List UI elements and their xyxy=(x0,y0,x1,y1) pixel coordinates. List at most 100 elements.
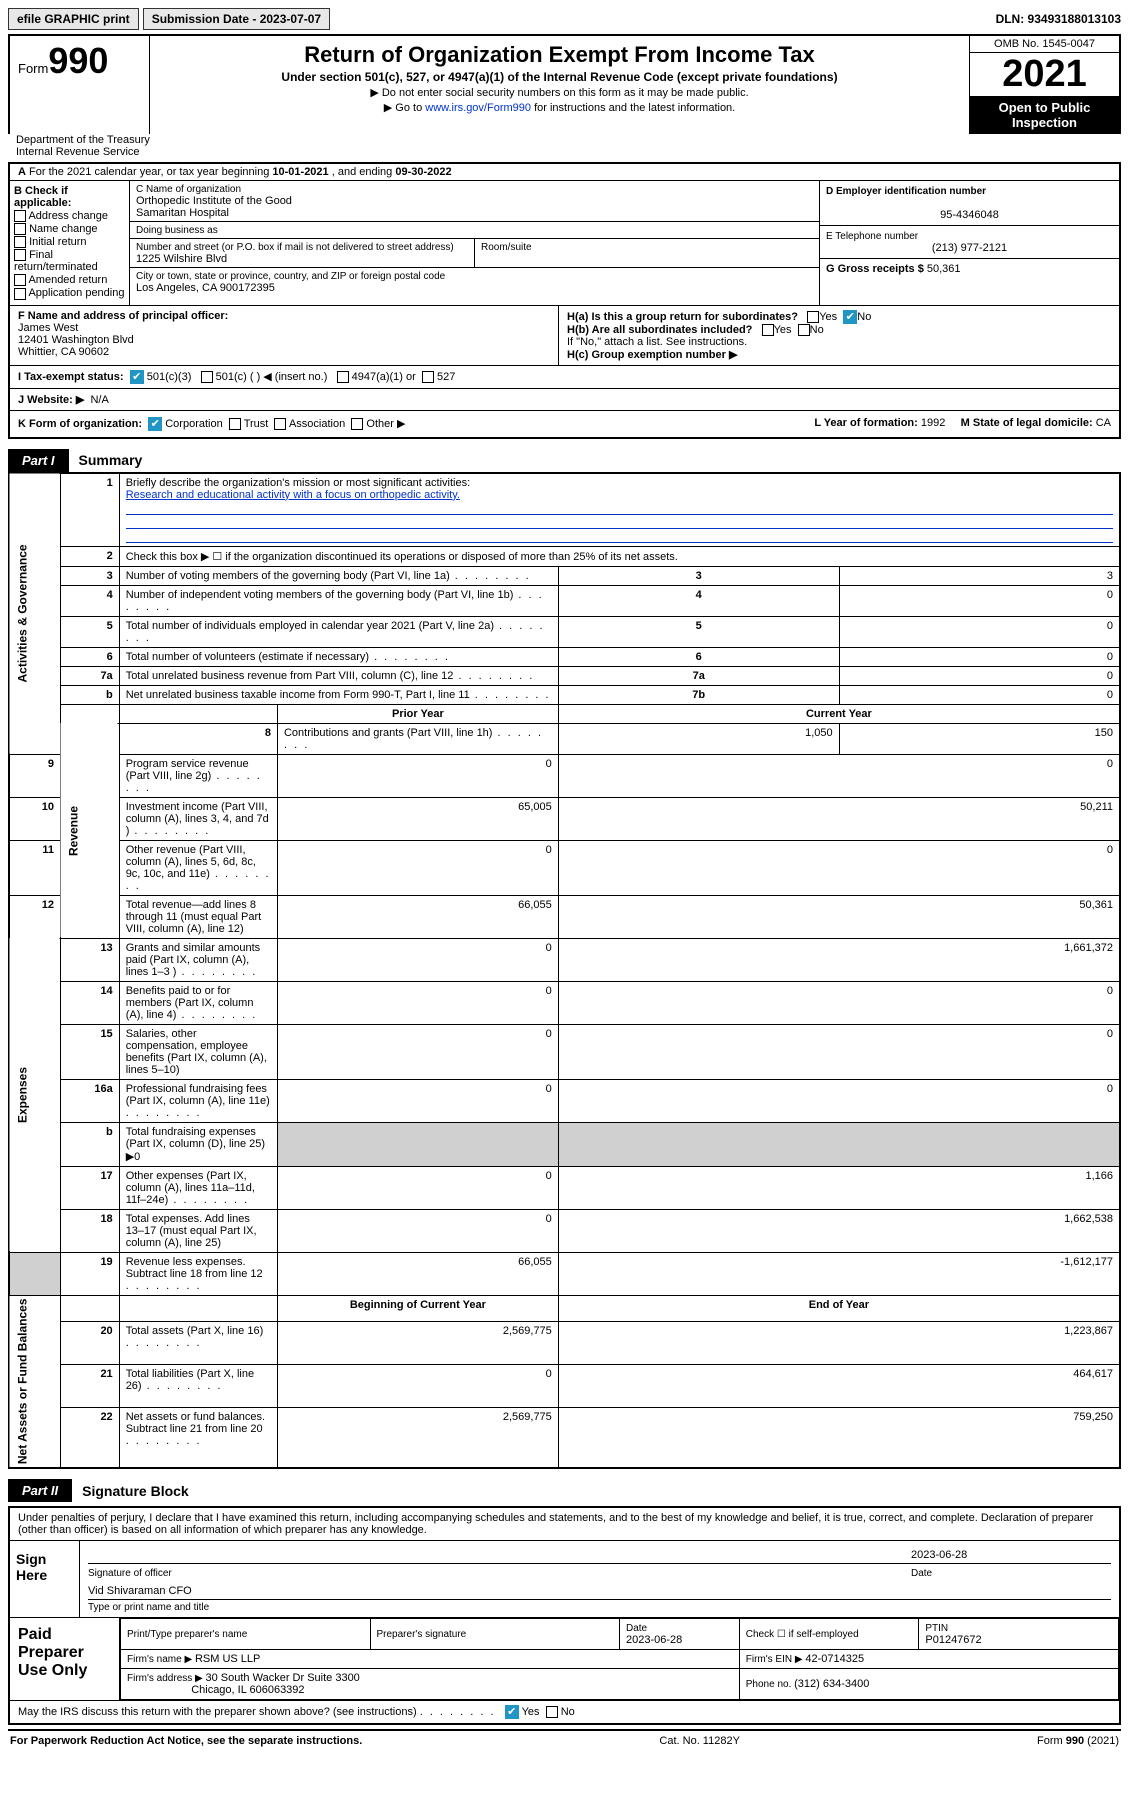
part1-tab: Part I xyxy=(8,449,69,472)
form-subtitle: Under section 501(c), 527, or 4947(a)(1)… xyxy=(158,70,961,84)
year-formation: 1992 xyxy=(921,417,945,429)
form-note1: ▶ Do not enter social security numbers o… xyxy=(158,86,961,99)
form-number: 990 xyxy=(48,40,108,81)
open-public-badge: Open to Public Inspection xyxy=(970,96,1119,134)
form-header: Form990 Return of Organization Exempt Fr… xyxy=(8,34,1121,134)
discuss-yes-checkbox[interactable]: ✔ xyxy=(505,1705,519,1719)
opt-name-change[interactable]: Name change xyxy=(14,223,125,235)
side-expenses: Expenses xyxy=(9,938,60,1252)
g-label: G Gross receipts $ xyxy=(826,263,927,275)
table-row: 7aTotal unrelated business revenue from … xyxy=(9,666,1120,685)
table-row: 12Total revenue—add lines 8 through 11 (… xyxy=(9,895,1120,938)
firm-phone: (312) 634-3400 xyxy=(794,1678,869,1690)
dln-label: DLN: 93493188013103 xyxy=(996,12,1121,26)
org-info: C Name of organization Orthopedic Instit… xyxy=(130,181,819,305)
part1-header: Part I Summary xyxy=(8,449,1121,472)
k-other-checkbox[interactable] xyxy=(351,418,363,430)
paid-preparer-block: Paid Preparer Use Only Print/Type prepar… xyxy=(10,1617,1119,1700)
i-4947-checkbox[interactable] xyxy=(337,371,349,383)
state-domicile: CA xyxy=(1096,417,1111,429)
sig-date-label: Date xyxy=(911,1568,1111,1579)
row-j-website: J Website: ▶ N/A xyxy=(8,389,1121,411)
page-footer: For Paperwork Reduction Act Notice, see … xyxy=(8,1729,1121,1751)
omb-number: OMB No. 1545-0047 xyxy=(970,36,1119,53)
c-label: C Name of organization xyxy=(136,184,241,195)
phone-value: (213) 977-2121 xyxy=(826,242,1113,254)
ptin-value: P01247672 xyxy=(925,1634,981,1646)
opt-initial-return[interactable]: Initial return xyxy=(14,236,125,248)
dba-label: Doing business as xyxy=(136,225,218,236)
table-row: 22Net assets or fund balances. Subtract … xyxy=(9,1408,1120,1469)
ha-yes-checkbox[interactable] xyxy=(807,311,819,323)
irs-link[interactable]: www.irs.gov/Form990 xyxy=(425,102,531,114)
d-label: D Employer identification number xyxy=(826,186,986,197)
identity-block: B Check if applicable: Address change Na… xyxy=(8,181,1121,306)
discuss-no-checkbox[interactable] xyxy=(546,1706,558,1718)
dept-treasury: Department of the Treasury Internal Reve… xyxy=(8,134,1121,164)
table-row: 16aProfessional fundraising fees (Part I… xyxy=(9,1079,1120,1122)
summary-table: Activities & Governance 1 Briefly descri… xyxy=(8,472,1121,1470)
table-row: 9Program service revenue (Part VIII, lin… xyxy=(9,754,1120,797)
i-501c3-checkbox[interactable]: ✔ xyxy=(130,370,144,384)
table-row: 3Number of voting members of the governi… xyxy=(9,566,1120,585)
efile-button[interactable]: efile GRAPHIC print xyxy=(8,8,139,30)
hb-no-checkbox[interactable] xyxy=(798,324,810,336)
table-row: 4Number of independent voting members of… xyxy=(9,585,1120,616)
firm-addr1: 30 South Wacker Dr Suite 3300 xyxy=(206,1672,360,1684)
org-name-1: Orthopedic Institute of the Good xyxy=(136,195,292,207)
f-label: F Name and address of principal officer: xyxy=(18,310,228,322)
part2-header: Part II Signature Block xyxy=(8,1479,1121,1502)
street-address: 1225 Wilshire Blvd xyxy=(136,253,227,265)
hb-yes-checkbox[interactable] xyxy=(762,324,774,336)
org-numbers: D Employer identification number 95-4346… xyxy=(819,181,1119,305)
footer-left: For Paperwork Reduction Act Notice, see … xyxy=(10,1735,362,1747)
table-row: 15Salaries, other compensation, employee… xyxy=(9,1024,1120,1079)
side-governance: Activities & Governance xyxy=(9,473,60,755)
website-value: N/A xyxy=(90,394,108,406)
hdr-end-year: End of Year xyxy=(558,1295,1120,1321)
discuss-row: May the IRS discuss this return with the… xyxy=(10,1700,1119,1723)
hdr-current: Current Year xyxy=(558,704,1120,723)
opt-address-change[interactable]: Address change xyxy=(14,210,125,222)
check-if-applicable: B Check if applicable: Address change Na… xyxy=(10,181,130,305)
k-trust-checkbox[interactable] xyxy=(229,418,241,430)
submission-date-button[interactable]: Submission Date - 2023-07-07 xyxy=(143,8,330,30)
room-label: Room/suite xyxy=(481,242,532,253)
hdr-begin-year: Beginning of Current Year xyxy=(277,1295,558,1321)
ha-label: H(a) Is this a group return for subordin… xyxy=(567,310,798,322)
i-501c-checkbox[interactable] xyxy=(201,371,213,383)
top-bar: efile GRAPHIC print Submission Date - 20… xyxy=(8,8,1121,30)
i-527-checkbox[interactable] xyxy=(422,371,434,383)
form-title-cell: Return of Organization Exempt From Incom… xyxy=(150,36,969,134)
opt-app-pending[interactable]: Application pending xyxy=(14,287,125,299)
table-row: 14Benefits paid to or for members (Part … xyxy=(9,981,1120,1024)
hc-label: H(c) Group exemption number ▶ xyxy=(567,349,737,361)
firm-ein: 42-0714325 xyxy=(805,1653,864,1665)
officer-addr2: Whittier, CA 90602 xyxy=(18,346,109,358)
hb-note: If "No," attach a list. See instructions… xyxy=(567,336,1111,348)
k-assoc-checkbox[interactable] xyxy=(274,418,286,430)
table-row: 18Total expenses. Add lines 13–17 (must … xyxy=(9,1209,1120,1252)
table-row: bNet unrelated business taxable income f… xyxy=(9,685,1120,704)
addr-label: Number and street (or P.O. box if mail i… xyxy=(136,242,454,253)
tax-year: 2021 xyxy=(970,53,1119,96)
k-corp-checkbox[interactable]: ✔ xyxy=(148,417,162,431)
line2-text: Check this box ▶ ☐ if the organization d… xyxy=(119,546,1120,566)
officer-name-title: Vid Shivaraman CFO xyxy=(88,1585,1111,1597)
form-note2: ▶ Go to www.irs.gov/Form990 for instruct… xyxy=(158,101,961,114)
opt-final-return[interactable]: Final return/terminated xyxy=(14,249,125,273)
table-row: 21Total liabilities (Part X, line 26)046… xyxy=(9,1365,1120,1408)
footer-mid: Cat. No. 11282Y xyxy=(659,1735,740,1747)
officer-name: James West xyxy=(18,322,78,334)
officer-addr1: 12401 Washington Blvd xyxy=(18,334,134,346)
form-year-cell: OMB No. 1545-0047 2021 Open to Public In… xyxy=(969,36,1119,134)
footer-right: Form 990 (2021) xyxy=(1037,1735,1119,1747)
ha-no-checkbox[interactable]: ✔ xyxy=(843,310,857,324)
side-net-assets: Net Assets or Fund Balances xyxy=(9,1295,60,1468)
sign-here-label: Sign Here xyxy=(10,1541,80,1617)
type-print-label: Type or print name and title xyxy=(88,1602,1111,1613)
form-title: Return of Organization Exempt From Incom… xyxy=(158,42,961,68)
opt-amended-return[interactable]: Amended return xyxy=(14,274,125,286)
table-row: 10Investment income (Part VIII, column (… xyxy=(9,797,1120,840)
signature-block: Under penalties of perjury, I declare th… xyxy=(8,1506,1121,1725)
